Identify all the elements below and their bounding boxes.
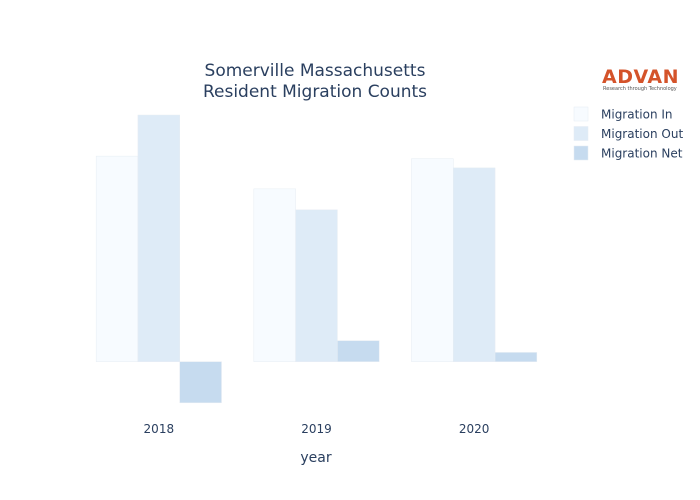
bar-migration-in-2020 — [411, 158, 454, 362]
legend-swatch — [573, 106, 589, 122]
bar-migration-in-2018 — [95, 155, 139, 362]
legend-item-migration-net[interactable]: Migration Net — [573, 145, 683, 161]
logo-tagline: Research through Technology — [603, 86, 677, 92]
bar-migration-net-2018 — [179, 361, 222, 404]
legend-label: Migration Out — [601, 127, 683, 141]
legend: Migration In Migration Out Migration Net — [573, 106, 683, 161]
x-axis-title: year — [300, 450, 331, 466]
advan-logo: ADVAN Research through Technology — [602, 66, 679, 92]
x-tick-label-2020: 2020 — [459, 422, 490, 436]
legend-label: Migration Net — [601, 147, 683, 161]
chart-title-line-2: Resident Migration Counts — [203, 82, 427, 102]
bar-migration-in-2019 — [253, 188, 296, 362]
bar-migration-out-2018 — [137, 114, 180, 362]
legend-item-migration-in[interactable]: Migration In — [573, 106, 673, 122]
legend-swatch — [573, 145, 589, 161]
plot-area — [95, 114, 538, 404]
legend-item-migration-out[interactable]: Migration Out — [573, 126, 683, 142]
chart-title: Somerville Massachusetts Resident Migrat… — [203, 61, 427, 102]
bar-migration-net-2019 — [337, 340, 380, 362]
x-tick-label-2018: 2018 — [144, 422, 175, 436]
logo-wordmark: ADVAN — [602, 66, 679, 88]
chart-title-line-1: Somerville Massachusetts — [205, 61, 426, 81]
x-tick-label-2019: 2019 — [301, 422, 332, 436]
legend-swatch — [573, 126, 589, 141]
bar-migration-out-2019 — [295, 209, 338, 362]
bar-migration-net-2020 — [494, 352, 538, 362]
bar-migration-out-2020 — [453, 167, 496, 362]
legend-label: Migration In — [601, 108, 673, 122]
x-axis-ticks: 2018 2019 2020 — [144, 422, 490, 436]
